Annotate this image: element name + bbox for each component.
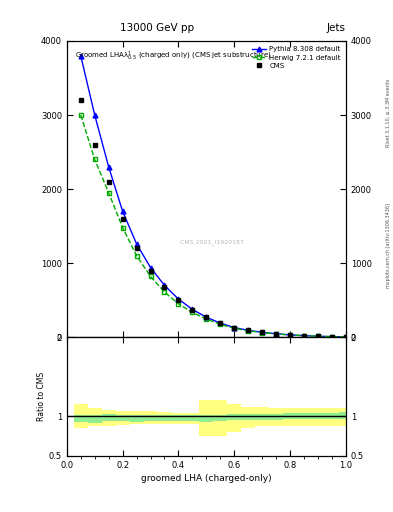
Pythia 8.308 default bbox=[120, 208, 125, 215]
CMS bbox=[343, 334, 348, 340]
CMS bbox=[232, 325, 237, 331]
Pythia 8.308 default bbox=[148, 265, 153, 271]
X-axis label: groomed LHA (charged-only): groomed LHA (charged-only) bbox=[141, 474, 272, 483]
Herwig 7.2.1 default bbox=[134, 252, 139, 259]
Pythia 8.308 default bbox=[92, 112, 97, 118]
CMS bbox=[218, 320, 222, 326]
Legend: Pythia 8.308 default, Herwig 7.2.1 default, CMS: Pythia 8.308 default, Herwig 7.2.1 defau… bbox=[251, 45, 342, 70]
Herwig 7.2.1 default bbox=[120, 224, 125, 230]
Text: mcplots.cern.ch [arXiv:1306.3436]: mcplots.cern.ch [arXiv:1306.3436] bbox=[386, 203, 391, 288]
Line: CMS: CMS bbox=[78, 98, 348, 339]
Herwig 7.2.1 default bbox=[274, 331, 278, 337]
Pythia 8.308 default bbox=[246, 327, 251, 333]
Pythia 8.308 default bbox=[204, 314, 209, 321]
Pythia 8.308 default bbox=[232, 325, 237, 331]
Herwig 7.2.1 default bbox=[232, 325, 237, 331]
Text: 13000 GeV pp: 13000 GeV pp bbox=[120, 23, 194, 33]
Herwig 7.2.1 default bbox=[302, 333, 307, 339]
Pythia 8.308 default bbox=[288, 332, 292, 338]
Pythia 8.308 default bbox=[79, 53, 83, 59]
Line: Pythia 8.308 default: Pythia 8.308 default bbox=[78, 53, 348, 339]
Pythia 8.308 default bbox=[134, 241, 139, 247]
Herwig 7.2.1 default bbox=[260, 330, 264, 336]
CMS bbox=[134, 245, 139, 251]
Text: Jets: Jets bbox=[327, 23, 346, 33]
Herwig 7.2.1 default bbox=[288, 332, 292, 338]
Herwig 7.2.1 default bbox=[176, 301, 181, 307]
Herwig 7.2.1 default bbox=[79, 112, 83, 118]
Herwig 7.2.1 default bbox=[246, 328, 251, 334]
CMS bbox=[288, 332, 292, 338]
Herwig 7.2.1 default bbox=[316, 333, 320, 339]
CMS bbox=[329, 333, 334, 339]
CMS bbox=[120, 216, 125, 222]
Pythia 8.308 default bbox=[343, 334, 348, 340]
CMS bbox=[148, 267, 153, 273]
Pythia 8.308 default bbox=[302, 333, 307, 339]
Text: Groomed LHAλ$^1_{0.5}$ (charged only) (CMS jet substructure): Groomed LHAλ$^1_{0.5}$ (charged only) (C… bbox=[75, 50, 272, 63]
Pythia 8.308 default bbox=[106, 164, 111, 170]
Herwig 7.2.1 default bbox=[190, 309, 195, 315]
Pythia 8.308 default bbox=[162, 282, 167, 288]
Y-axis label: Ratio to CMS: Ratio to CMS bbox=[37, 372, 46, 421]
Herwig 7.2.1 default bbox=[343, 334, 348, 340]
CMS bbox=[246, 327, 251, 333]
Herwig 7.2.1 default bbox=[329, 334, 334, 340]
Text: CMS 2021_I1920187: CMS 2021_I1920187 bbox=[180, 240, 244, 245]
CMS bbox=[316, 333, 320, 339]
Pythia 8.308 default bbox=[218, 320, 222, 326]
CMS bbox=[176, 297, 181, 303]
Herwig 7.2.1 default bbox=[218, 322, 222, 328]
CMS bbox=[106, 179, 111, 185]
Pythia 8.308 default bbox=[176, 296, 181, 302]
Pythia 8.308 default bbox=[316, 333, 320, 339]
CMS bbox=[274, 331, 278, 337]
CMS bbox=[162, 284, 167, 290]
Herwig 7.2.1 default bbox=[204, 316, 209, 322]
CMS bbox=[260, 329, 264, 335]
CMS bbox=[302, 332, 307, 338]
Herwig 7.2.1 default bbox=[106, 190, 111, 196]
Herwig 7.2.1 default bbox=[148, 273, 153, 280]
CMS bbox=[190, 307, 195, 313]
CMS bbox=[79, 97, 83, 103]
Line: Herwig 7.2.1 default: Herwig 7.2.1 default bbox=[78, 113, 348, 339]
Text: Rivet 3.1.10, ≥ 3.3M events: Rivet 3.1.10, ≥ 3.3M events bbox=[386, 78, 391, 147]
Pythia 8.308 default bbox=[190, 306, 195, 312]
Herwig 7.2.1 default bbox=[92, 156, 97, 162]
CMS bbox=[204, 314, 209, 321]
Pythia 8.308 default bbox=[329, 334, 334, 340]
CMS bbox=[92, 141, 97, 147]
Pythia 8.308 default bbox=[260, 329, 264, 335]
Herwig 7.2.1 default bbox=[162, 289, 167, 295]
Pythia 8.308 default bbox=[274, 331, 278, 337]
